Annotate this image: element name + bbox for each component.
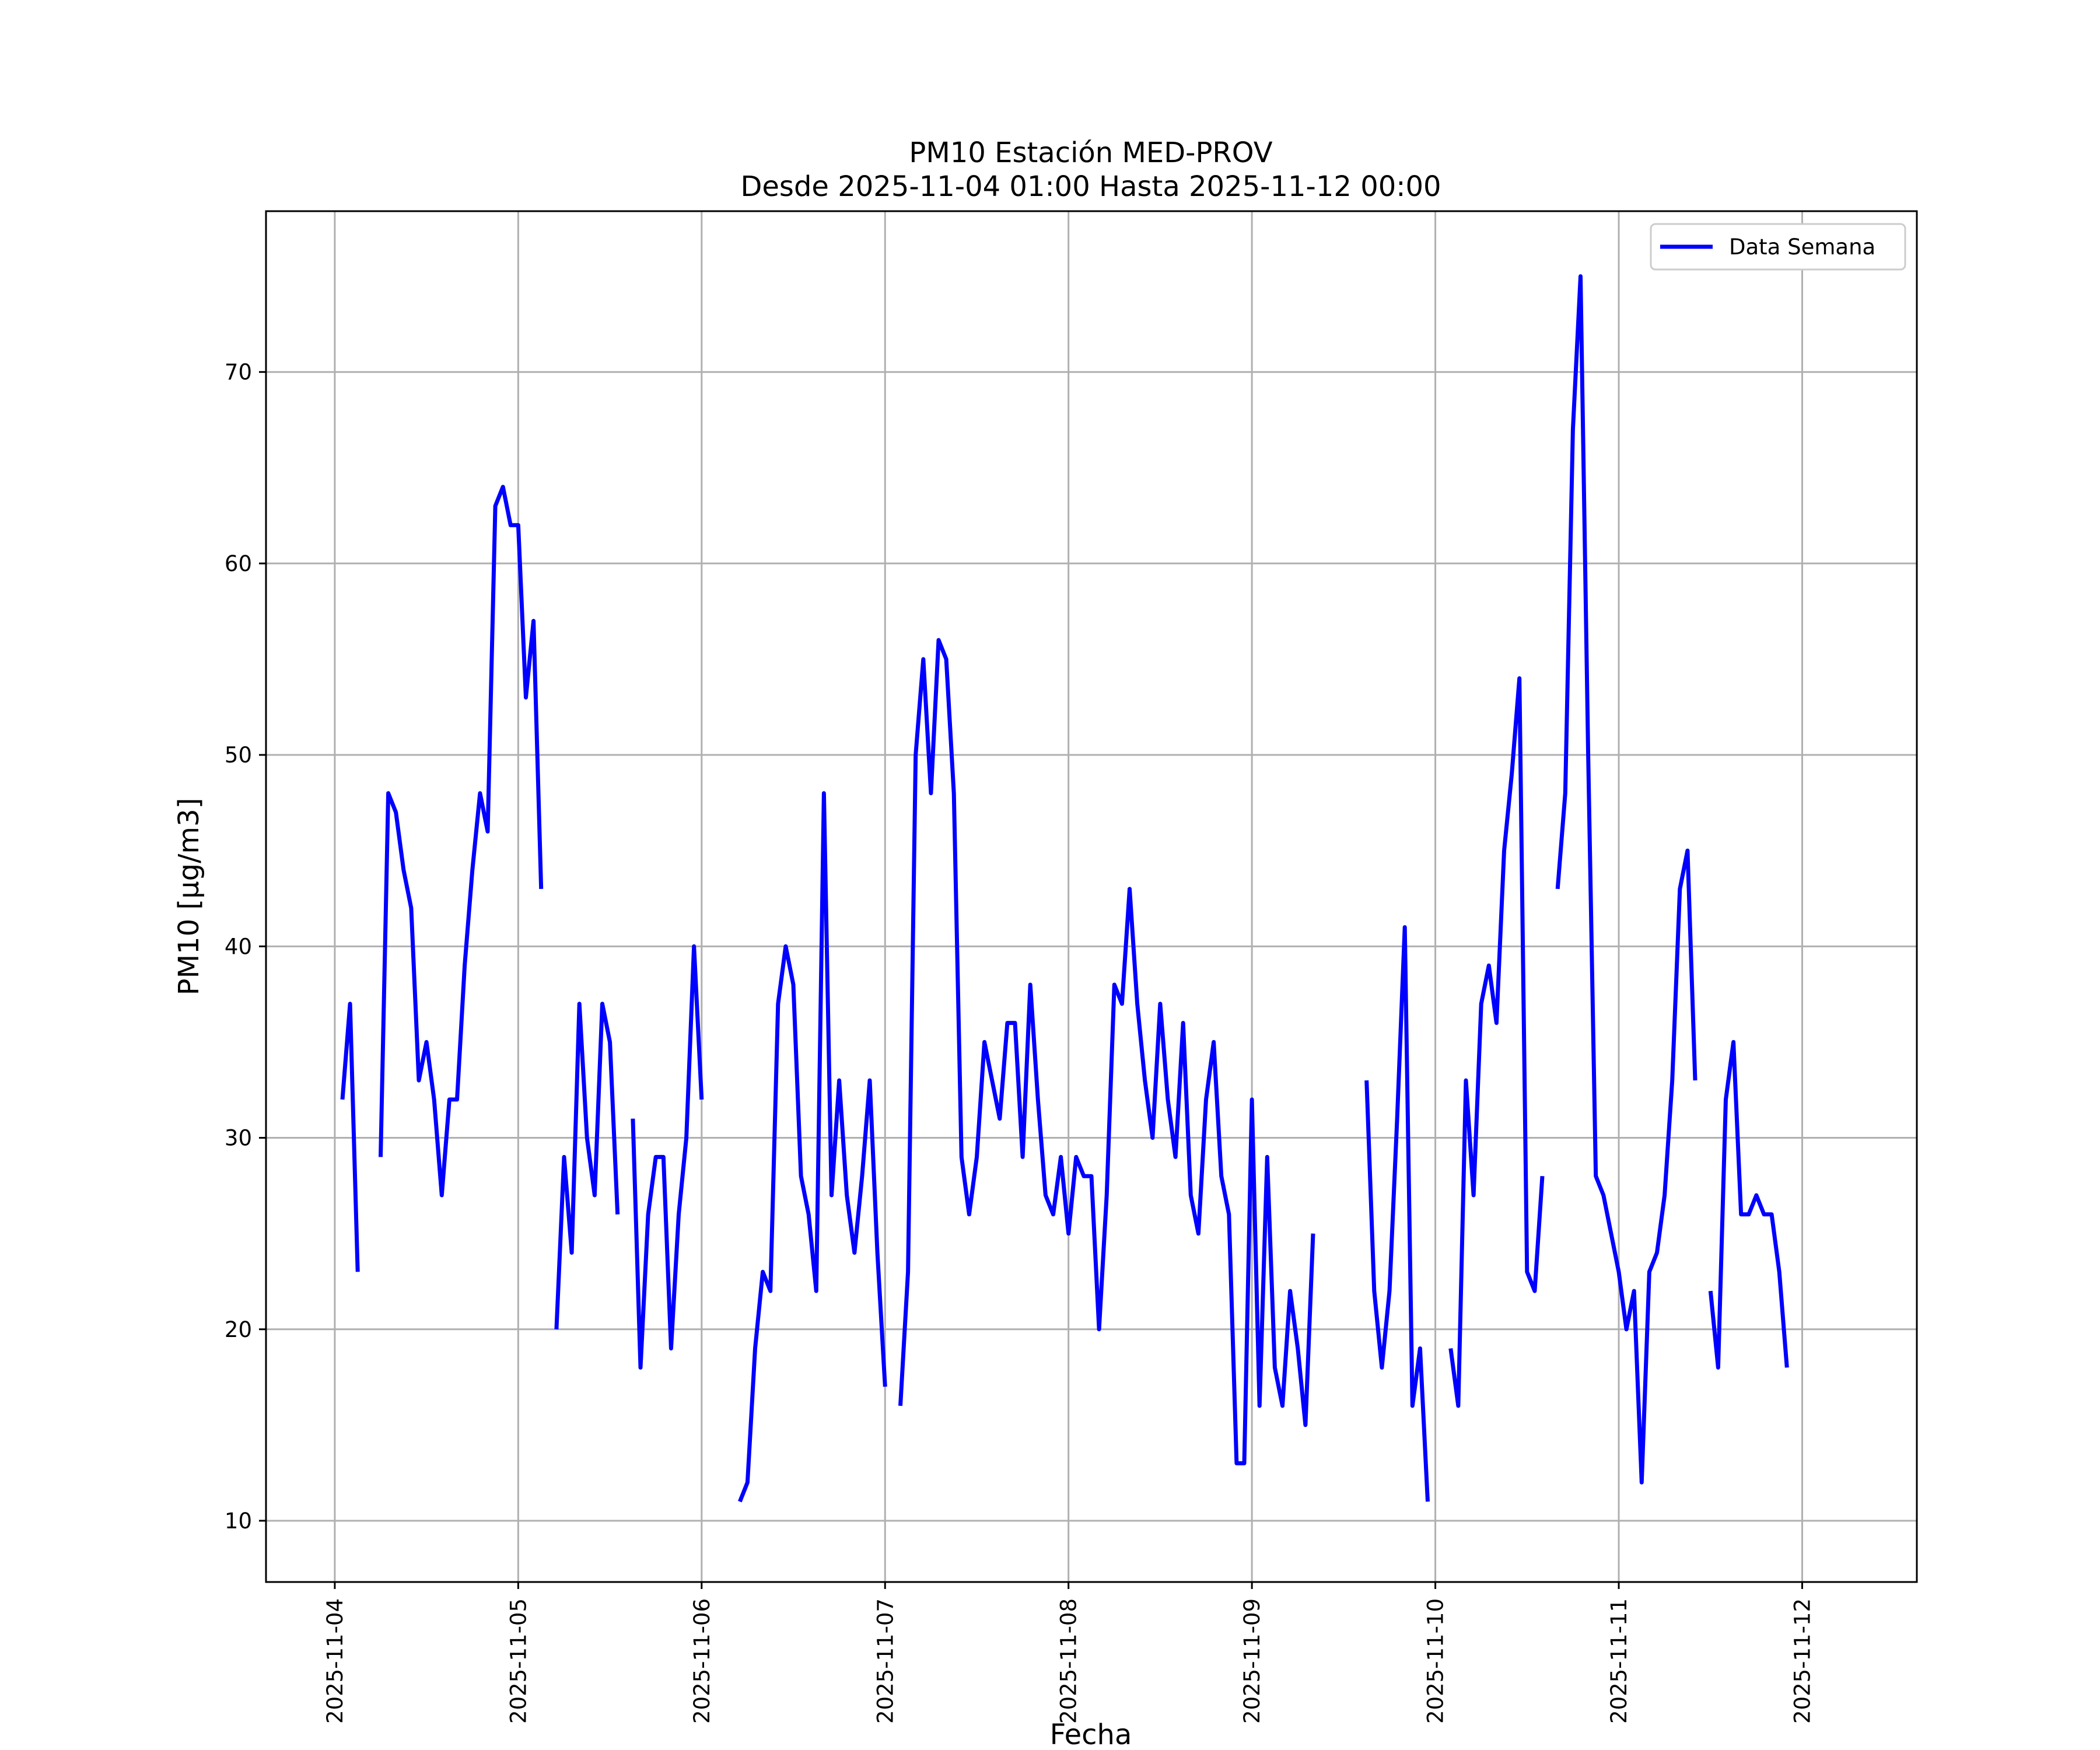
axis-ticks: 2025-11-04 2025-11-05 2025-11-06 2025-11-07… <box>225 360 1815 1724</box>
x-tick-label: 2025-11-10 <box>1423 1598 1448 1724</box>
x-tick-label: 2025-11-04 <box>323 1598 348 1724</box>
x-tick-label: 2025-11-11 <box>1606 1598 1632 1724</box>
y-tick-label: 50 <box>225 743 252 768</box>
x-tick-label: 2025-11-09 <box>1240 1598 1265 1724</box>
chart-subtitle: Desde 2025-11-04 01:00 Hasta 2025-11-12 … <box>740 170 1441 203</box>
x-axis-label: Fecha <box>1050 1718 1132 1750</box>
x-tick-label: 2025-11-07 <box>873 1598 898 1724</box>
series-line-data-semana <box>340 274 1789 1503</box>
y-tick-label: 70 <box>225 360 252 385</box>
legend-label: Data Semana <box>1729 235 1875 260</box>
plot-frame <box>265 210 1918 1583</box>
x-tick-label: 2025-11-08 <box>1056 1598 1082 1724</box>
legend-box <box>1650 223 1906 271</box>
chart-title: PM10 Estación MED-PROV <box>909 136 1272 169</box>
x-tick-label: 2025-11-06 <box>690 1598 715 1724</box>
x-tick-label: 2025-11-05 <box>506 1598 531 1724</box>
y-axis-label: PM10 [μg/m3] <box>173 798 205 996</box>
grid-lines <box>266 211 1917 1582</box>
y-tick-label: 10 <box>225 1508 252 1534</box>
y-tick-label: 30 <box>225 1126 252 1151</box>
y-tick-label: 40 <box>225 934 252 959</box>
x-tick-label: 2025-11-12 <box>1790 1598 1815 1724</box>
y-tick-label: 60 <box>225 551 252 576</box>
series-lines <box>340 274 1789 1503</box>
legend: Data Semana <box>1650 223 1906 271</box>
y-tick-label: 20 <box>225 1317 252 1342</box>
